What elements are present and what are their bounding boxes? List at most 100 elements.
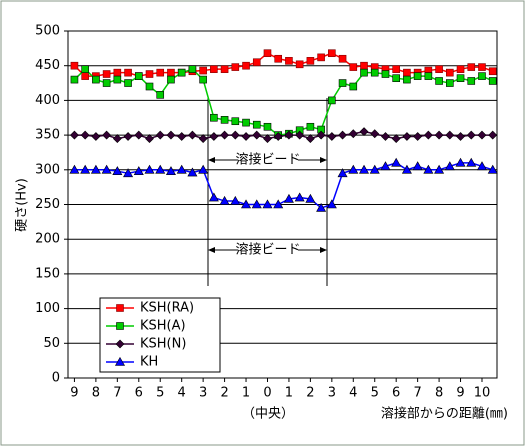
marker [274, 54, 283, 63]
marker [305, 134, 315, 143]
x-tick-label: 7 [113, 386, 121, 401]
marker [123, 168, 134, 178]
legend-label: KH [140, 355, 158, 370]
marker [145, 134, 154, 143]
marker [167, 68, 175, 77]
series-line [74, 130, 493, 140]
marker [337, 168, 348, 178]
x-tick-label: 6 [135, 386, 143, 401]
marker [434, 164, 445, 174]
marker [210, 65, 218, 73]
marker [242, 61, 250, 70]
marker [413, 132, 423, 141]
marker [133, 166, 144, 175]
marker [358, 164, 370, 174]
marker [435, 65, 443, 73]
marker [220, 130, 230, 140]
marker [359, 127, 369, 137]
marker [70, 61, 79, 70]
marker [477, 130, 487, 140]
marker [348, 129, 358, 139]
marker [456, 65, 465, 73]
marker [90, 164, 101, 174]
legend: KSH(RA) KSH(A) KSH(N) KH [99, 297, 221, 373]
marker [112, 166, 123, 175]
marker [165, 166, 176, 175]
marker [306, 122, 315, 131]
marker [112, 134, 122, 143]
marker [102, 79, 111, 87]
marker [284, 130, 294, 140]
marker [208, 192, 219, 202]
marker [381, 70, 390, 78]
y-tick-label: 250 [35, 197, 60, 212]
series-line [74, 162, 493, 209]
x-tick-label: 4 [178, 386, 186, 401]
marker [338, 79, 347, 87]
marker [392, 65, 400, 73]
marker [316, 202, 327, 212]
x-tick-label: 4 [349, 386, 357, 401]
marker [391, 157, 402, 167]
marker [209, 132, 219, 141]
marker [116, 322, 124, 330]
marker [81, 72, 89, 80]
marker [446, 68, 454, 77]
x-tick-label: 5 [156, 386, 164, 401]
marker [134, 72, 143, 80]
marker [81, 65, 89, 73]
marker [155, 164, 166, 174]
marker [166, 130, 176, 140]
x-tick-label: 3 [199, 386, 207, 401]
marker [401, 164, 412, 174]
y-tick-label: 400 [35, 93, 60, 108]
marker [349, 82, 358, 91]
marker [434, 130, 444, 140]
marker [199, 66, 207, 75]
legend-label: KSH(RA) [140, 301, 194, 316]
marker [424, 72, 433, 80]
y-tick-label: 300 [35, 162, 60, 177]
marker [198, 164, 209, 174]
x-tick-label: 0 [263, 386, 271, 401]
marker [392, 74, 400, 82]
marker [115, 339, 125, 349]
y-tick-label: 150 [35, 266, 60, 281]
marker [101, 164, 112, 174]
marker [488, 67, 497, 76]
marker [219, 195, 230, 205]
marker [123, 132, 133, 141]
x-tick-label: 5 [371, 386, 379, 401]
marker [69, 164, 80, 174]
annotation-bg [238, 152, 298, 168]
marker [455, 157, 466, 167]
marker [252, 58, 261, 67]
x-tick-label: 10 [474, 386, 491, 401]
marker [155, 130, 165, 140]
marker [423, 164, 434, 174]
marker [177, 68, 186, 77]
marker [328, 96, 336, 105]
marker [488, 77, 497, 85]
legend-label: KSH(A) [140, 319, 186, 334]
marker [338, 130, 347, 140]
marker [446, 79, 454, 87]
series-line [73, 68, 494, 136]
marker [176, 164, 187, 174]
marker [381, 132, 390, 141]
marker [380, 161, 391, 171]
marker [467, 77, 476, 85]
y-tick-label: 100 [35, 301, 60, 316]
marker [360, 61, 368, 70]
marker [328, 49, 336, 58]
x-tick-label: 9 [70, 386, 78, 401]
marker [412, 161, 423, 171]
marker [251, 199, 262, 209]
marker [391, 134, 401, 143]
marker [263, 122, 272, 131]
marker [241, 132, 251, 141]
y-axis-label: 硬さ(Hv) [15, 178, 30, 232]
marker [252, 130, 262, 140]
marker [370, 68, 379, 77]
